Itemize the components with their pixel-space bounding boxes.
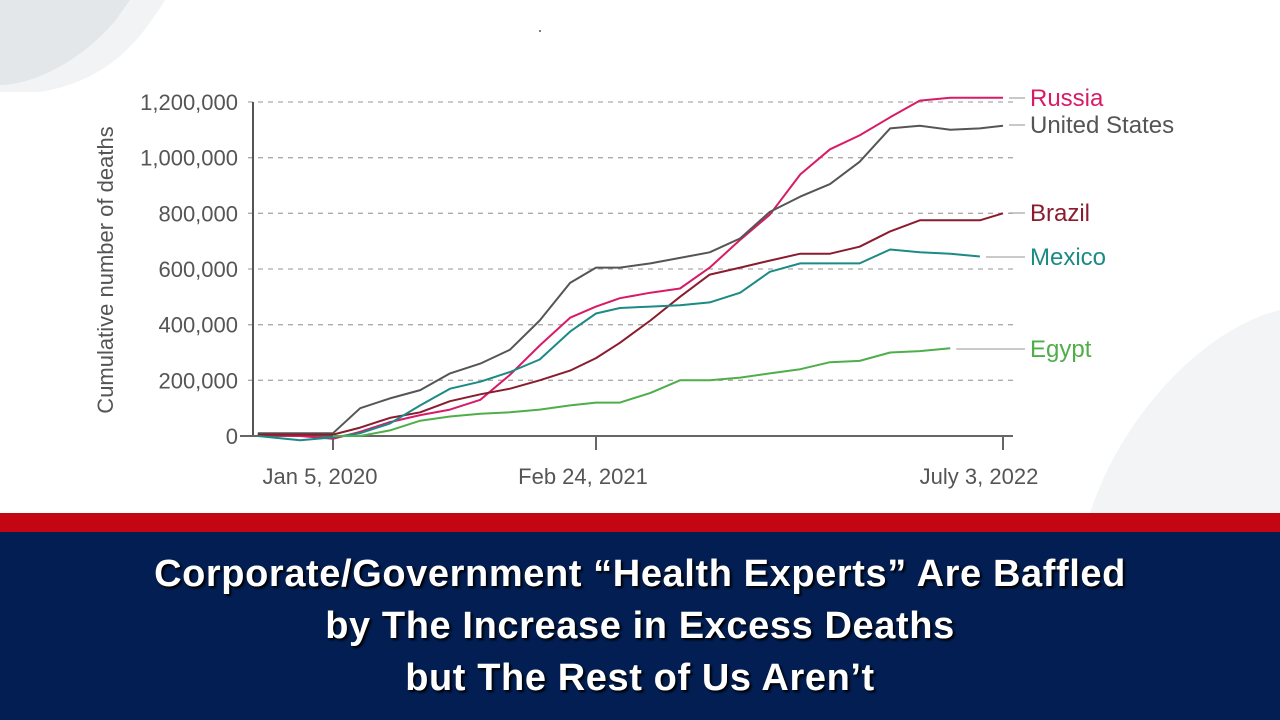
headline-line-2: by The Increase in Excess Deaths xyxy=(325,605,955,647)
y-tick-label: 0 xyxy=(226,424,238,449)
x-tick-label: Feb 24, 2021 xyxy=(518,464,648,489)
series-label-russia: Russia xyxy=(1030,85,1104,112)
headline-banner: Corporate/Government “Health Experts” Ar… xyxy=(0,532,1280,720)
y-tick-label: 1,200,000 xyxy=(140,90,238,115)
decorative-blob-top-left xyxy=(0,0,130,92)
y-tick-label: 400,000 xyxy=(158,313,238,338)
decorative-blob-bottom-right xyxy=(1090,310,1280,513)
headline-line-1: Corporate/Government “Health Experts” Ar… xyxy=(154,553,1126,595)
series-line-mexico xyxy=(257,248,980,442)
y-tick-label: 1,000,000 xyxy=(140,146,238,171)
series-label-mexico: Mexico xyxy=(1030,244,1106,271)
y-tick-label: 600,000 xyxy=(158,257,238,282)
series-line-russia xyxy=(257,96,1003,440)
series-line-brazil xyxy=(257,212,1004,436)
series-line-egypt xyxy=(333,347,951,437)
banner-red-stripe xyxy=(0,513,1280,532)
series-label-egypt: Egypt xyxy=(1030,336,1092,363)
series-line-united-states xyxy=(257,124,1004,435)
excess-deaths-chart: 0 200,000 400,000 600,000 800,000 1,000,000 1,… xyxy=(0,0,1280,513)
headline-line-3: but The Rest of Us Aren’t xyxy=(405,657,875,699)
y-tick-label: 200,000 xyxy=(158,368,238,393)
decorative-blob-top-left-light xyxy=(0,0,165,92)
y-axis-label: Cumulative number of deaths xyxy=(93,126,118,413)
x-tick-label: July 3, 2022 xyxy=(920,464,1039,489)
y-tick-label: 800,000 xyxy=(158,201,238,226)
series-label-united-states: United States xyxy=(1030,112,1174,139)
x-tick-label: Jan 5, 2020 xyxy=(263,464,378,489)
decorative-dot xyxy=(539,30,541,32)
series-label-brazil: Brazil xyxy=(1030,200,1090,227)
